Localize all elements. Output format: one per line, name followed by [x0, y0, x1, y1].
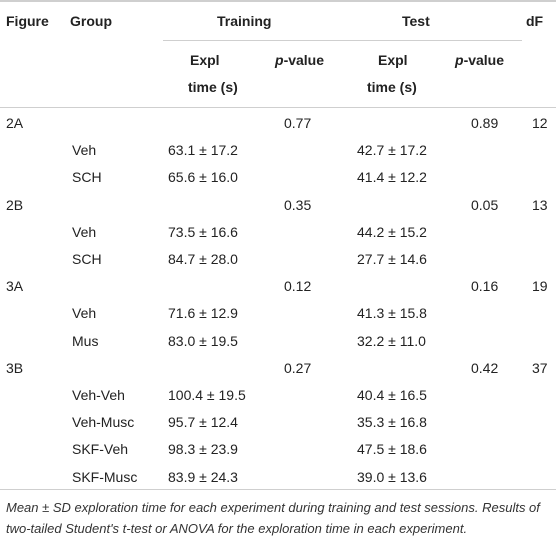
cell-df: 13	[532, 197, 548, 213]
cell-group: Veh-Musc	[72, 414, 135, 430]
header-train-expl-line1: Expl	[190, 52, 220, 68]
cell-train-expl: 83.0 ± 19.5	[168, 333, 238, 349]
header-test-expl-line1: Expl	[378, 52, 408, 68]
cell-test-expl: 47.5 ± 18.6	[357, 441, 427, 457]
cell-test-expl: 35.3 ± 16.8	[357, 414, 427, 430]
cell-test-expl: 44.2 ± 15.2	[357, 224, 427, 240]
p-italic: p	[275, 52, 284, 68]
cell-group: Mus	[72, 333, 99, 349]
header-train-pvalue: p-value	[275, 51, 324, 69]
cell-figure: 2A	[6, 115, 24, 131]
table-caption: Mean ± SD exploration time for each expe…	[6, 500, 540, 536]
header-test-expl-line2: time (s)	[367, 79, 417, 95]
cell-group: SCH	[72, 251, 102, 267]
cell-group: Veh	[72, 224, 97, 240]
cell-test-expl: 41.3 ± 15.8	[357, 305, 427, 321]
header-test-pvalue: p-value	[455, 51, 504, 69]
cell-train-p: 0.77	[284, 115, 312, 131]
cell-train-p: 0.12	[284, 278, 312, 294]
table-bottom-rule	[0, 489, 556, 490]
cell-train-expl: 84.7 ± 28.0	[168, 251, 238, 267]
cell-group: SKF-Musc	[72, 469, 138, 485]
cell-train-expl: 63.1 ± 17.2	[168, 142, 238, 158]
cell-test-expl: 41.4 ± 12.2	[357, 169, 427, 185]
header-train-expl-line2: time (s)	[188, 79, 238, 95]
cell-df: 12	[532, 115, 548, 131]
cell-figure: 2B	[6, 197, 24, 213]
cell-test-expl: 40.4 ± 16.5	[357, 387, 427, 403]
cell-df: 37	[532, 360, 548, 376]
p-italic: p	[455, 52, 464, 68]
cell-test-expl: 42.7 ± 17.2	[357, 142, 427, 158]
cell-group: SCH	[72, 169, 102, 185]
cell-train-expl: 83.9 ± 24.3	[168, 469, 238, 485]
cell-train-expl: 71.6 ± 12.9	[168, 305, 238, 321]
cell-train-expl: 95.7 ± 12.4	[168, 414, 238, 430]
cell-test-p: 0.89	[471, 115, 499, 131]
table-top-rule	[0, 0, 556, 2]
p-rest: -value	[463, 52, 505, 68]
cell-test-p: 0.42	[471, 360, 499, 376]
p-rest: -value	[283, 52, 325, 68]
cell-test-expl: 32.2 ± 11.0	[357, 333, 426, 349]
cell-train-expl: 73.5 ± 16.6	[168, 224, 238, 240]
cell-train-expl: 100.4 ± 19.5	[168, 387, 246, 403]
cell-group: SKF-Veh	[72, 441, 129, 457]
cell-test-expl: 27.7 ± 14.6	[357, 251, 427, 267]
cell-test-expl: 39.0 ± 13.6	[357, 469, 427, 485]
cell-test-p: 0.05	[471, 197, 499, 213]
cell-df: 19	[532, 278, 548, 294]
cell-figure: 3B	[6, 360, 24, 376]
test-group-rule	[354, 40, 522, 41]
cell-train-expl: 65.6 ± 16.0	[168, 169, 238, 185]
cell-group: Veh-Veh	[72, 387, 125, 403]
header-group: Group	[70, 13, 112, 29]
header-training: Training	[217, 13, 272, 29]
header-df: dF	[526, 13, 544, 29]
cell-group: Veh	[72, 305, 97, 321]
cell-group: Veh	[72, 142, 97, 158]
header-figure: Figure	[6, 13, 49, 29]
header-bottom-rule	[0, 107, 556, 108]
cell-train-expl: 98.3 ± 23.9	[168, 441, 238, 457]
training-group-rule	[163, 40, 363, 41]
cell-train-p: 0.35	[284, 197, 312, 213]
cell-train-p: 0.27	[284, 360, 312, 376]
header-test: Test	[402, 13, 430, 29]
cell-test-p: 0.16	[471, 278, 499, 294]
cell-figure: 3A	[6, 278, 24, 294]
